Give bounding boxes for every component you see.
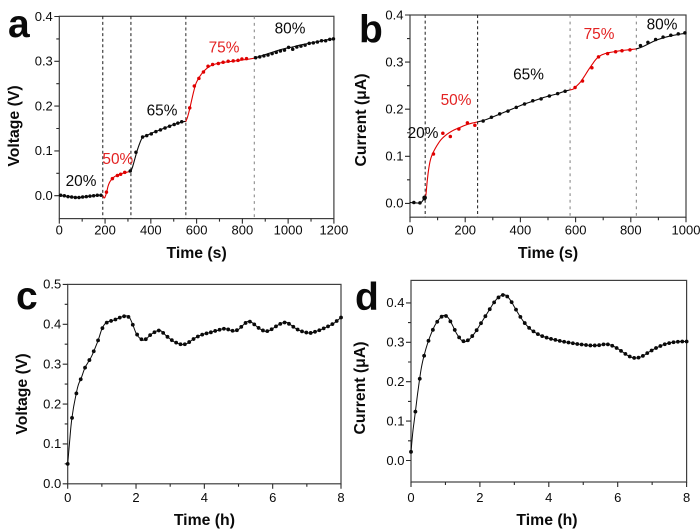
svg-text:8: 8 [683,490,690,505]
svg-text:0: 0 [64,490,71,505]
svg-text:0.2: 0.2 [385,102,403,117]
svg-text:50%: 50% [441,92,472,109]
svg-text:Voltage (V): Voltage (V) [14,353,31,434]
svg-text:d: d [355,276,379,319]
svg-text:Current (μA): Current (μA) [352,341,369,434]
svg-text:4: 4 [545,490,552,505]
svg-text:80%: 80% [647,17,678,34]
svg-text:50%: 50% [102,151,133,168]
svg-text:400: 400 [510,223,532,238]
svg-text:0.4: 0.4 [43,317,61,332]
svg-text:c: c [16,275,38,318]
svg-text:65%: 65% [513,67,544,84]
svg-text:75%: 75% [584,26,615,43]
svg-text:0.4: 0.4 [386,295,404,310]
svg-text:65%: 65% [147,103,178,120]
svg-text:0.0: 0.0 [386,453,404,468]
svg-text:0.0: 0.0 [43,476,61,491]
svg-text:0.1: 0.1 [386,413,404,428]
svg-text:0.3: 0.3 [35,54,53,69]
svg-text:400: 400 [140,223,162,238]
svg-text:0.1: 0.1 [43,436,61,451]
svg-text:4: 4 [201,490,208,505]
svg-text:a: a [8,3,30,46]
svg-text:0: 0 [406,223,413,238]
svg-text:0.2: 0.2 [43,396,61,411]
svg-text:20%: 20% [408,125,439,142]
svg-text:1000: 1000 [672,223,700,238]
svg-text:6: 6 [614,490,621,505]
svg-text:Current (μA): Current (μA) [353,73,370,166]
svg-text:0.1: 0.1 [385,149,403,164]
svg-text:0.1: 0.1 [35,143,53,158]
svg-text:200: 200 [94,223,116,238]
svg-text:800: 800 [620,223,642,238]
svg-text:0.0: 0.0 [35,188,53,203]
svg-text:0: 0 [407,490,414,505]
svg-text:2: 2 [476,490,483,505]
svg-text:0.3: 0.3 [43,356,61,371]
svg-text:2: 2 [132,490,139,505]
svg-text:600: 600 [565,223,587,238]
svg-text:1000: 1000 [274,223,303,238]
svg-text:0.5: 0.5 [43,277,61,292]
svg-text:8: 8 [337,490,344,505]
svg-text:b: b [359,9,383,52]
svg-text:20%: 20% [66,173,97,190]
svg-text:Time (h): Time (h) [516,512,577,529]
svg-text:Time (h): Time (h) [174,512,235,529]
svg-text:200: 200 [454,223,476,238]
svg-text:0.4: 0.4 [385,7,403,22]
svg-text:0.4: 0.4 [35,9,53,24]
svg-text:Voltage (V): Voltage (V) [6,85,23,166]
svg-text:0.3: 0.3 [386,335,404,350]
svg-text:0.2: 0.2 [35,98,53,113]
svg-text:Time (s): Time (s) [166,245,226,262]
svg-text:6: 6 [269,490,276,505]
svg-text:0.0: 0.0 [385,196,403,211]
svg-text:800: 800 [232,223,254,238]
svg-text:0.3: 0.3 [385,54,403,69]
svg-text:1200: 1200 [319,223,348,238]
svg-text:0: 0 [56,223,63,238]
svg-text:Time (s): Time (s) [518,245,578,262]
svg-text:0.2: 0.2 [386,374,404,389]
svg-text:600: 600 [186,223,208,238]
svg-text:80%: 80% [275,21,306,38]
svg-text:75%: 75% [209,40,240,57]
